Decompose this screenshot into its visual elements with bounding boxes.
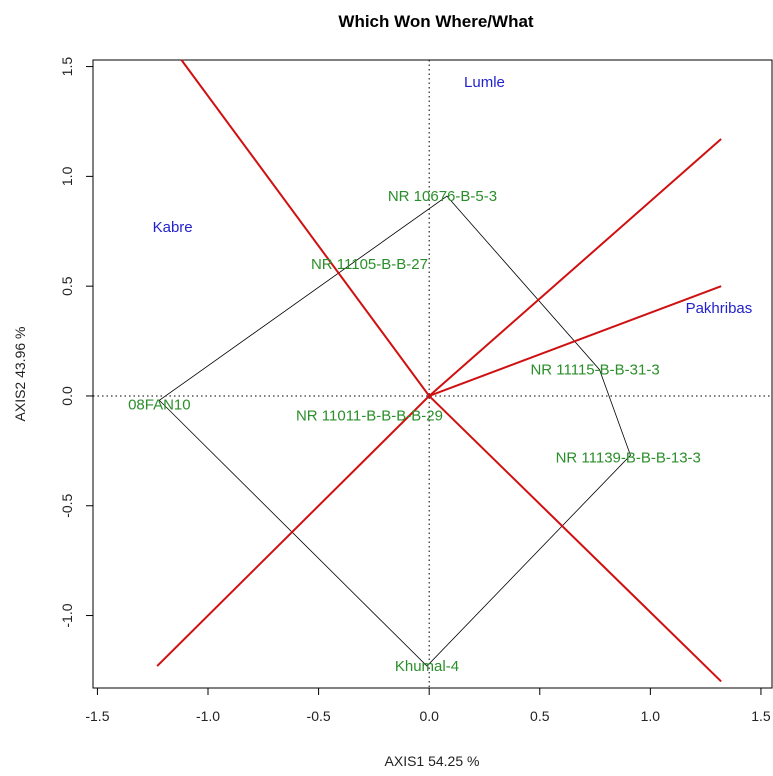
genotype-label: NR 11011-B-B-B-B-29 <box>296 408 443 425</box>
environment-labels: Lumle Kabre Pakhribas <box>153 74 753 317</box>
x-tick-label: -1.0 <box>196 708 220 724</box>
origin-reference-lines <box>93 60 772 688</box>
x-tick-label: 1.0 <box>641 708 661 724</box>
sector-rays <box>156 59 722 683</box>
sector-ray-5 <box>156 395 430 667</box>
x-axis-ticks: -1.5 -1.0 -0.5 0.0 0.5 1.0 1.5 <box>85 688 771 724</box>
y-tick-label: 0.5 <box>59 276 75 296</box>
y-tick-label: 1.5 <box>59 57 75 77</box>
plot-frame <box>92 59 773 689</box>
x-tick-label: 1.5 <box>751 708 771 724</box>
x-tick-label: -0.5 <box>307 708 331 724</box>
environment-label: Pakhribas <box>686 300 753 317</box>
genotype-labels: NR 10676-B-5-3 NR 11105-B-B-27 NR 11115-B-… <box>128 188 701 675</box>
genotype-label: NR 11115-B-B-31-3 <box>530 362 659 379</box>
x-tick-label: 0.0 <box>419 708 439 724</box>
genotype-label: 08FAN10 <box>128 397 191 414</box>
y-tick-label: 1.0 <box>59 166 75 186</box>
x-tick-label: 0.5 <box>530 708 550 724</box>
sector-ray-3 <box>428 285 722 397</box>
y-tick-label: -0.5 <box>59 493 75 517</box>
y-tick-label: -1.0 <box>59 603 75 627</box>
x-tick-label: -1.5 <box>85 708 109 724</box>
y-axis-title: AXIS2 43.96 % <box>12 327 28 422</box>
x-axis-title: AXIS1 54.25 % <box>385 753 480 769</box>
sector-ray-4 <box>428 395 722 683</box>
chart-title: Which Won Where/What <box>338 12 534 31</box>
genotype-label: NR 11105-B-B-27 <box>311 256 428 273</box>
environment-label: Lumle <box>464 74 505 91</box>
sector-ray-2 <box>428 138 722 397</box>
sector-ray-1 <box>180 59 430 397</box>
genotype-label: NR 11139-B-B-B-13-3 <box>556 449 701 466</box>
genotype-label: NR 10676-B-5-3 <box>388 188 497 205</box>
genotype-label: Khumal-4 <box>395 658 459 675</box>
y-tick-label: 0.0 <box>59 386 75 406</box>
environment-label: Kabre <box>153 219 193 236</box>
y-axis-ticks: -1.0 -0.5 0.0 0.5 1.0 1.5 <box>59 57 93 628</box>
